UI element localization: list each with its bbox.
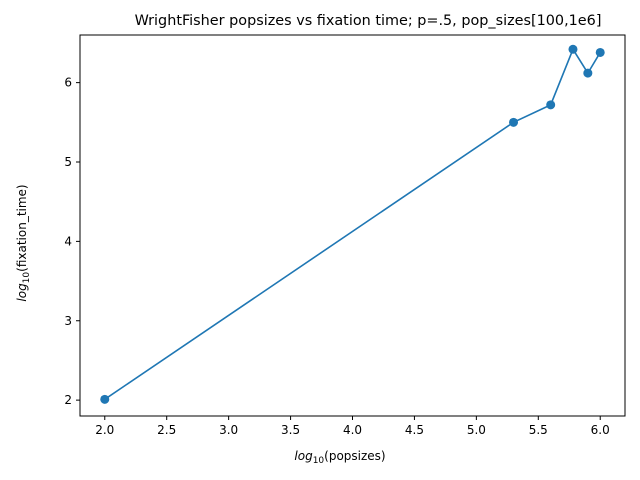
series-group — [100, 44, 605, 404]
y-tick-label: 2 — [64, 393, 72, 407]
y-axis-label-text: (fixation_time) — [15, 184, 29, 271]
data-point — [509, 117, 519, 127]
x-tick-label: 4.0 — [343, 423, 362, 437]
y-tick-label: 4 — [64, 234, 72, 248]
y-axis: 2 3 4 5 6 — [64, 76, 80, 407]
y-axis-label: log10(fixation_time) — [15, 184, 32, 301]
x-axis-label-subscript: 10 — [313, 456, 325, 466]
y-axis-label-subscript: 10 — [22, 272, 32, 284]
data-point — [583, 68, 593, 78]
y-tick-label: 6 — [64, 76, 72, 90]
x-axis-label-text: (popsizes) — [324, 449, 385, 463]
x-tick-label: 3.0 — [219, 423, 238, 437]
y-tick-label: 3 — [64, 314, 72, 328]
x-tick-label: 5.0 — [467, 423, 486, 437]
data-point — [100, 394, 110, 404]
series-line — [104, 47, 601, 400]
plot-frame — [79, 34, 626, 417]
x-axis-label: log10(popsizes) — [294, 449, 385, 466]
chart-title: WrightFisher popsizes vs fixation time; … — [135, 13, 602, 29]
y-axis-label-prefix: log — [15, 283, 29, 302]
x-tick-label: 3.5 — [281, 423, 300, 437]
x-axis: 2.0 2.5 3.0 3.5 4.0 4.5 5.0 5.5 6.0 — [95, 416, 610, 437]
x-axis-label-prefix: log — [294, 449, 313, 463]
data-point — [595, 47, 605, 57]
y-tick-label: 5 — [64, 155, 72, 169]
plot-area — [79, 34, 626, 417]
x-tick-label: 2.0 — [95, 423, 114, 437]
data-point — [546, 100, 556, 110]
x-tick-label: 4.5 — [405, 423, 424, 437]
x-tick-label: 6.0 — [591, 423, 610, 437]
data-point — [568, 44, 578, 54]
x-tick-label: 2.5 — [157, 423, 176, 437]
x-tick-label: 5.5 — [529, 423, 548, 437]
